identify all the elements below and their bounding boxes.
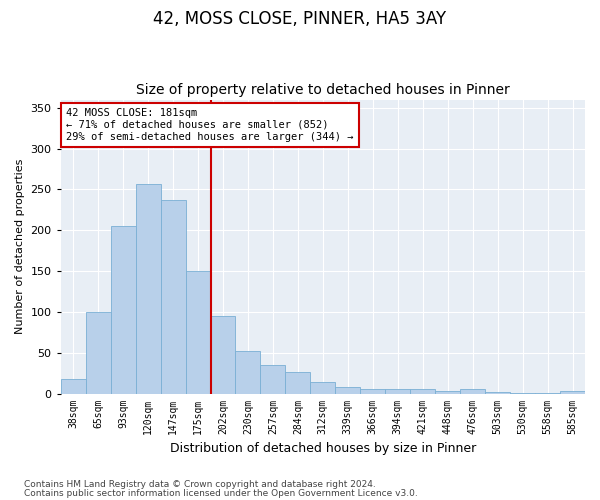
Bar (235, 351, 260, 394)
Bar (136, 184, 161, 394)
Bar (535, 392, 560, 394)
Bar (460, 388, 485, 394)
Bar (61, 379, 86, 394)
Bar (286, 372, 310, 394)
Text: 42, MOSS CLOSE, PINNER, HA5 3AY: 42, MOSS CLOSE, PINNER, HA5 3AY (154, 10, 446, 28)
Bar (310, 382, 335, 394)
Bar (485, 392, 510, 394)
Bar (410, 390, 435, 394)
Bar (560, 391, 585, 394)
Bar (86, 312, 110, 394)
X-axis label: Distribution of detached houses by size in Pinner: Distribution of detached houses by size … (170, 442, 476, 455)
Bar (361, 388, 385, 394)
Bar (185, 271, 211, 394)
Text: Contains public sector information licensed under the Open Government Licence v3: Contains public sector information licen… (24, 490, 418, 498)
Bar (435, 391, 460, 394)
Bar (510, 392, 535, 394)
Bar (211, 316, 235, 394)
Bar (110, 226, 136, 394)
Y-axis label: Number of detached properties: Number of detached properties (15, 159, 25, 334)
Text: 42 MOSS CLOSE: 181sqm
← 71% of detached houses are smaller (852)
29% of semi-det: 42 MOSS CLOSE: 181sqm ← 71% of detached … (66, 108, 353, 142)
Text: Contains HM Land Registry data © Crown copyright and database right 2024.: Contains HM Land Registry data © Crown c… (24, 480, 376, 489)
Title: Size of property relative to detached houses in Pinner: Size of property relative to detached ho… (136, 83, 510, 97)
Bar (260, 365, 286, 394)
Bar (161, 200, 185, 394)
Bar (385, 390, 410, 394)
Bar (335, 387, 361, 394)
